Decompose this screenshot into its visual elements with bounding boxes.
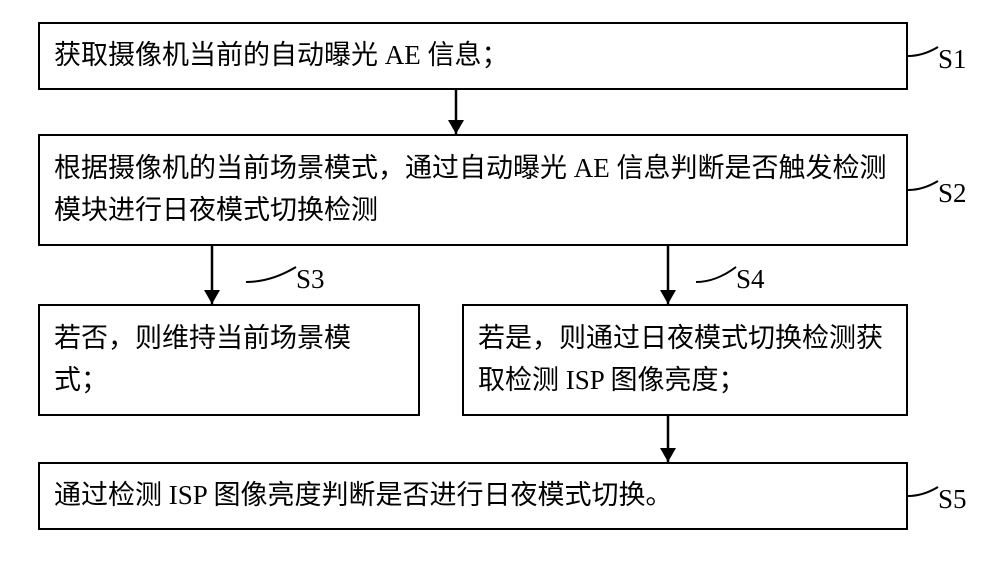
flow-node-text: 若否，则维持当前场景模式； [54,318,404,402]
flow-label-s3: S3 [296,264,325,295]
label-leader-2 [246,267,296,282]
flow-label-s5: S5 [938,484,967,515]
flow-label-s2: S2 [938,178,967,209]
arrow-s2-s3 [204,246,220,304]
flow-node-text: 通过检测 ISP 图像亮度判断是否进行日夜模式切换。 [54,475,673,517]
flow-node-text: 若是，则通过日夜模式切换检测获取检测 ISP 图像亮度； [478,318,892,402]
label-leader-4 [908,487,938,496]
flow-label-s1: S1 [938,44,967,75]
flow-node-s3: 若否，则维持当前场景模式； [38,304,420,416]
arrow-s2-s4 [660,246,676,304]
flow-node-s4: 若是，则通过日夜模式切换检测获取检测 ISP 图像亮度； [462,304,908,416]
flow-node-s1: 获取摄像机当前的自动曝光 AE 信息； [38,22,908,90]
flow-label-s4: S4 [736,264,765,295]
flow-node-text: 获取摄像机当前的自动曝光 AE 信息； [54,35,509,77]
label-leader-1 [908,181,938,190]
flow-node-s5: 通过检测 ISP 图像亮度判断是否进行日夜模式切换。 [38,462,908,530]
label-leader-3 [696,267,736,282]
flow-node-text: 根据摄像机的当前场景模式，通过自动曝光 AE 信息判断是否触发检测模块进行日夜模… [54,148,892,232]
label-leader-0 [908,47,938,56]
arrow-s1-s2 [448,90,464,134]
flow-node-s2: 根据摄像机的当前场景模式，通过自动曝光 AE 信息判断是否触发检测模块进行日夜模… [38,134,908,246]
arrow-s4-s5 [660,416,676,462]
